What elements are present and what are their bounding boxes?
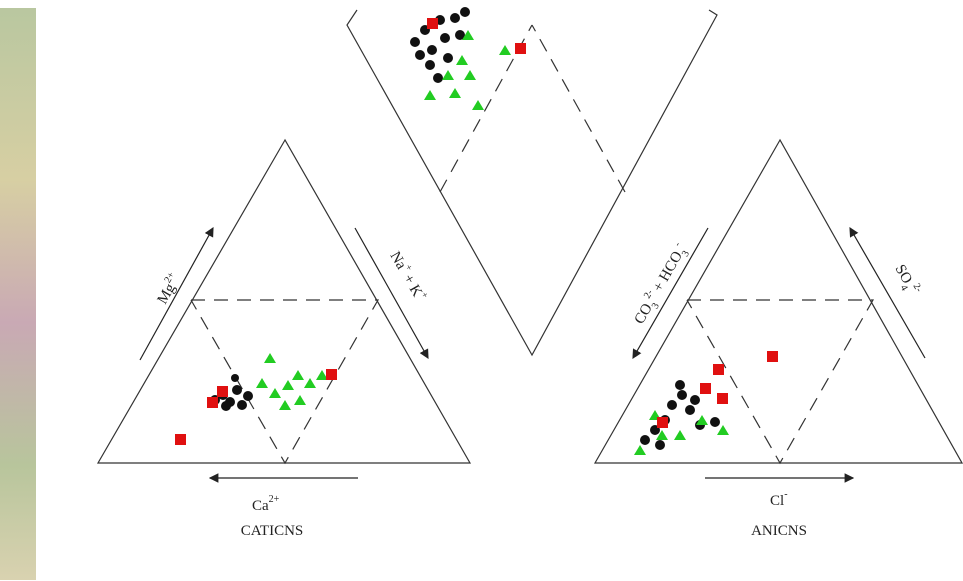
axis-label: CO32-+ HCO3- [629, 240, 694, 329]
anion-triangle [595, 140, 962, 463]
piper-diagram: Mg2+ Na++ K+ Ca2+ CATICNS CO32-+ HCO3- S… [0, 0, 963, 581]
axis-label: SO42- [888, 261, 924, 301]
arrow [140, 228, 213, 360]
label-part: Ca [252, 498, 269, 514]
panel-title: CATICNS [241, 523, 304, 539]
label-part: 4 [898, 283, 910, 293]
samples [175, 7, 778, 455]
diamond [347, 10, 717, 355]
axis-label: Cl- [770, 489, 788, 509]
label-part: 2- [911, 281, 925, 294]
panel-title: ANICNS [751, 523, 807, 539]
label-part: 2+ [269, 494, 280, 505]
label-part: + HCO [650, 249, 686, 295]
axis-label: Ca2+ [252, 494, 280, 514]
cation-triangle [98, 140, 470, 463]
arrow [850, 228, 925, 358]
label-part: - [672, 240, 683, 248]
label-part: Cl [770, 493, 784, 509]
map-strip [0, 8, 36, 580]
label-part: SO [892, 262, 916, 287]
label-part: Mg [155, 281, 180, 307]
label-part: - [784, 489, 787, 500]
